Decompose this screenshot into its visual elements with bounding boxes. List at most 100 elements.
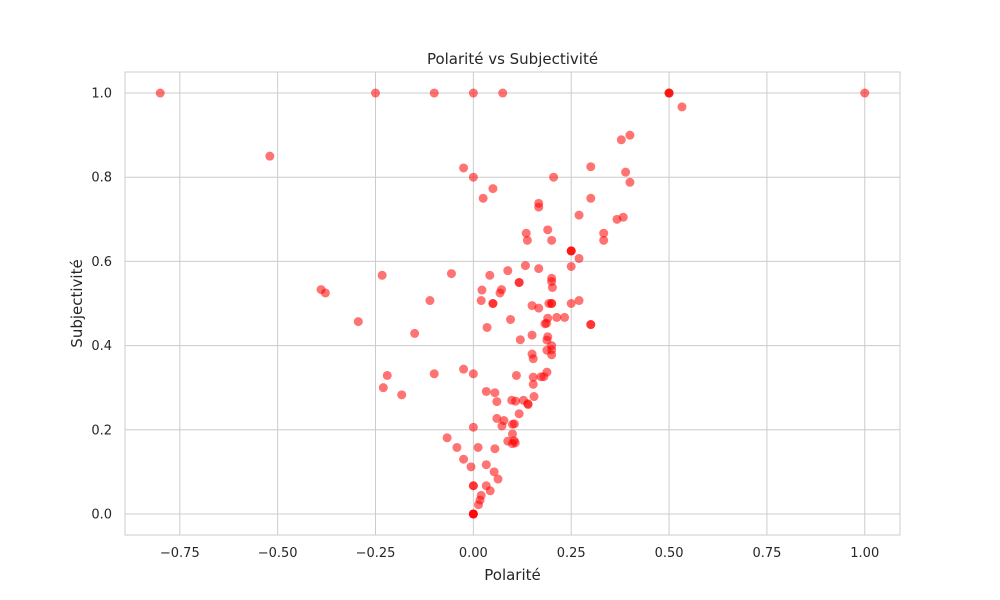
data-point: [544, 299, 554, 308]
data-point: [473, 442, 483, 452]
data-point: [476, 296, 486, 306]
data-point: [477, 285, 487, 295]
data-point: [490, 444, 500, 454]
data-point: [508, 429, 517, 439]
data-point: [452, 442, 462, 452]
data-point: [560, 312, 570, 322]
data-point: [536, 372, 546, 382]
data-point: [429, 88, 439, 98]
chart-title: Polarité vs Subjectivité: [427, 50, 598, 68]
data-point: [506, 314, 516, 324]
x-tick-label: 0.00: [459, 546, 488, 561]
y-tick-label: 0.0: [91, 507, 112, 522]
data-point: [468, 172, 478, 182]
data-point: [425, 296, 435, 306]
data-point: [442, 433, 452, 443]
data-point: [503, 266, 513, 276]
data-point: [677, 102, 687, 112]
data-point: [528, 372, 538, 382]
data-point: [511, 370, 521, 380]
data-point: [377, 270, 387, 280]
data-point: [586, 320, 596, 330]
data-point: [468, 422, 478, 432]
data-point: [599, 228, 609, 238]
data-point: [481, 460, 491, 470]
x-tick-labels: −0.75 −0.50 −0.25 0.00 0.25 0.50 0.75 1.00: [160, 546, 879, 561]
gridlines: [125, 72, 900, 535]
data-point: [547, 283, 557, 293]
data-point: [429, 369, 439, 379]
data-point: [446, 269, 456, 279]
data-point: [459, 163, 469, 173]
data-point: [547, 235, 557, 245]
data-point: [495, 288, 505, 298]
data-point: [478, 193, 488, 203]
x-tick-label: 0.75: [752, 546, 781, 561]
data-point: [860, 88, 870, 98]
plot-area: [124, 71, 901, 536]
data-point: [378, 383, 388, 393]
data-point: [493, 474, 503, 484]
x-axis-label: Polarité: [484, 566, 541, 584]
data-point: [522, 235, 532, 245]
data-point: [566, 246, 576, 256]
data-point: [612, 214, 622, 224]
data-point: [574, 210, 584, 220]
y-tick-label: 0.2: [91, 423, 112, 438]
data-point: [511, 396, 521, 406]
data-point: [489, 467, 499, 477]
data-point: [529, 392, 539, 402]
data-point: [552, 312, 562, 322]
data-point: [485, 486, 495, 496]
data-point: [543, 225, 553, 235]
data-point: [534, 264, 544, 274]
data-point: [382, 370, 392, 380]
data-point: [459, 454, 469, 464]
data-point: [566, 299, 576, 308]
data-point: [514, 277, 524, 287]
data-point: [625, 130, 635, 140]
data-point: [528, 379, 538, 389]
data-point: [155, 88, 165, 98]
data-point: [492, 397, 502, 407]
data-point: [520, 261, 530, 271]
data-point: [459, 364, 469, 374]
y-tick-label: 0.8: [91, 171, 112, 186]
data-point: [547, 350, 557, 360]
data-point: [485, 270, 495, 280]
data-point: [514, 409, 524, 419]
data-point: [490, 388, 500, 398]
data-point: [574, 296, 584, 306]
data-point: [492, 413, 502, 423]
x-tick-label: −0.25: [356, 546, 396, 561]
data-point: [468, 369, 478, 379]
data-point: [508, 439, 517, 449]
data-point: [586, 162, 596, 172]
data-point: [397, 390, 407, 400]
x-tick-label: −0.50: [258, 546, 298, 561]
data-point: [265, 151, 275, 161]
data-point: [625, 177, 635, 187]
data-point: [497, 421, 507, 431]
data-point: [549, 172, 559, 182]
data-point: [410, 328, 420, 338]
y-axis-label: Subjectivité: [68, 259, 86, 347]
data-point: [527, 330, 537, 340]
y-tick-labels: 0.0 0.2 0.4 0.6 0.8 1.0: [91, 87, 112, 523]
data-point: [481, 386, 491, 396]
x-tick-label: 0.50: [655, 546, 684, 561]
x-tick-label: −0.75: [160, 546, 200, 561]
data-point: [664, 88, 674, 98]
data-point: [371, 88, 381, 98]
y-tick-label: 0.6: [91, 255, 112, 270]
data-point: [509, 419, 519, 429]
data-point: [616, 135, 626, 145]
data-point: [534, 303, 544, 313]
y-tick-label: 0.4: [91, 339, 112, 354]
data-point: [528, 354, 538, 364]
data-point: [498, 88, 508, 98]
data-point: [466, 462, 476, 472]
data-point: [473, 500, 483, 510]
data-point: [353, 317, 363, 327]
